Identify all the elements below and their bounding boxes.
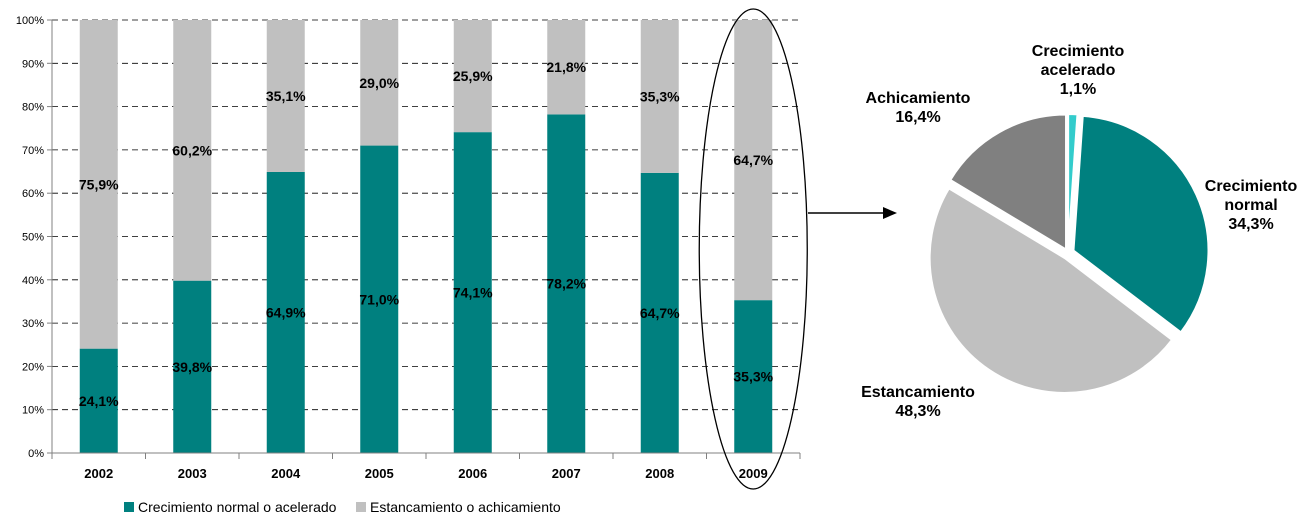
x-tick-label: 2004	[271, 466, 301, 481]
x-tick-label: 2002	[84, 466, 113, 481]
x-tick-label: 2005	[365, 466, 394, 481]
data-label-stagnant: 25,9%	[453, 68, 493, 84]
pie-slice-normal-label: Crecimiento normal 34,3%	[1205, 178, 1298, 233]
pie-slice-accelerated-label: Crecimiento acelerado 1,1%	[1032, 43, 1125, 98]
y-tick-label: 40%	[22, 275, 44, 287]
pie-label-line: Crecimiento	[1205, 178, 1298, 195]
bar-segment-normal	[547, 114, 586, 454]
bar-segment-stagnant	[640, 20, 679, 173]
pie-slice-shrink	[948, 113, 1068, 252]
data-label-stagnant: 35,3%	[640, 88, 680, 104]
pie-label-line: 1,1%	[1060, 81, 1096, 98]
pie-label-line: Achicamiento	[866, 90, 971, 107]
x-tick-label: 2003	[178, 466, 207, 481]
data-label-normal: 24,1%	[79, 393, 119, 409]
legend-label-normal: Crecimiento normal o acelerado	[138, 499, 337, 515]
highlight-ellipse	[698, 8, 808, 490]
bar-segment-stagnant	[453, 20, 492, 133]
y-tick-label: 50%	[22, 232, 44, 244]
pie-slice-shrink-label: Achicamiento 16,4%	[866, 90, 971, 126]
bar-segment-stagnant	[266, 20, 305, 172]
x-tick-label: 2008	[645, 466, 674, 481]
data-label-stagnant: 75,9%	[79, 176, 119, 192]
pie-label-line: 16,4%	[895, 109, 940, 126]
stacked-bar-chart: 0% 10% 20% 30% 40% 50% 60% 70% 80% 90% 100% 24,1% 75…	[16, 15, 801, 515]
y-tick-label: 90%	[22, 58, 44, 70]
x-tick-label: 2009	[739, 466, 768, 481]
data-label-normal: 35,3%	[733, 369, 773, 385]
pie-slice-stagnant-label: Estancamiento 48,3%	[861, 384, 975, 420]
y-tick-label: 10%	[22, 405, 44, 417]
pie-chart: Crecimiento acelerado 1,1% Crecimiento norma…	[861, 43, 1297, 420]
annotation-layer	[698, 8, 897, 490]
pie-label-line: 34,3%	[1228, 216, 1273, 233]
y-tick-label: 100%	[16, 15, 44, 27]
data-label-normal: 39,8%	[172, 359, 212, 375]
bar-segment-normal	[173, 280, 212, 453]
x-tick-label: 2006	[458, 466, 487, 481]
bar-segment-normal	[266, 171, 305, 453]
bar-segment-stagnant	[547, 20, 586, 115]
bar-segment-normal	[640, 172, 679, 453]
bar-segment-stagnant	[360, 20, 399, 146]
pie-slice-accelerated	[1067, 113, 1079, 250]
bar-segment-normal	[734, 300, 773, 453]
data-label-normal: 71,0%	[359, 291, 399, 307]
bar-segment-stagnant	[173, 20, 212, 281]
pie-slice-normal	[1072, 114, 1210, 334]
y-tick-label: 30%	[22, 318, 44, 330]
data-label-normal: 64,7%	[640, 305, 680, 321]
data-label-normal: 64,9%	[266, 304, 306, 320]
pie-label-line: 48,3%	[895, 403, 940, 420]
legend-label-stagnant: Estancamiento o achicamiento	[370, 499, 561, 515]
bar-segment-stagnant	[734, 20, 773, 301]
data-label-normal: 78,2%	[546, 276, 586, 292]
data-label-stagnant: 64,7%	[733, 152, 773, 168]
data-label-normal: 74,1%	[453, 285, 493, 301]
y-tick-label: 20%	[22, 361, 44, 373]
legend-swatch-normal	[124, 502, 134, 512]
pie-slice-stagnant	[928, 187, 1174, 394]
y-tick-label: 60%	[22, 188, 44, 200]
pie-label-line: normal	[1224, 197, 1277, 214]
legend-swatch-stagnant	[356, 502, 366, 512]
data-label-stagnant: 29,0%	[359, 75, 399, 91]
pie-label-line: acelerado	[1041, 62, 1116, 79]
pie-label-line: Crecimiento	[1032, 43, 1125, 60]
x-tick-label: 2007	[552, 466, 581, 481]
bar-segment-normal	[453, 132, 492, 453]
arrow-head	[883, 207, 897, 219]
bar-segment-stagnant	[79, 20, 118, 349]
data-label-stagnant: 21,8%	[546, 59, 586, 75]
bar-segment-normal	[79, 348, 118, 453]
bar-segment-normal	[360, 145, 399, 453]
y-tick-label: 70%	[22, 145, 44, 157]
data-label-stagnant: 60,2%	[172, 142, 212, 158]
data-label-stagnant: 35,1%	[266, 88, 306, 104]
y-tick-label: 0%	[28, 448, 44, 460]
pie-label-line: Estancamiento	[861, 384, 975, 401]
y-tick-label: 80%	[22, 102, 44, 114]
